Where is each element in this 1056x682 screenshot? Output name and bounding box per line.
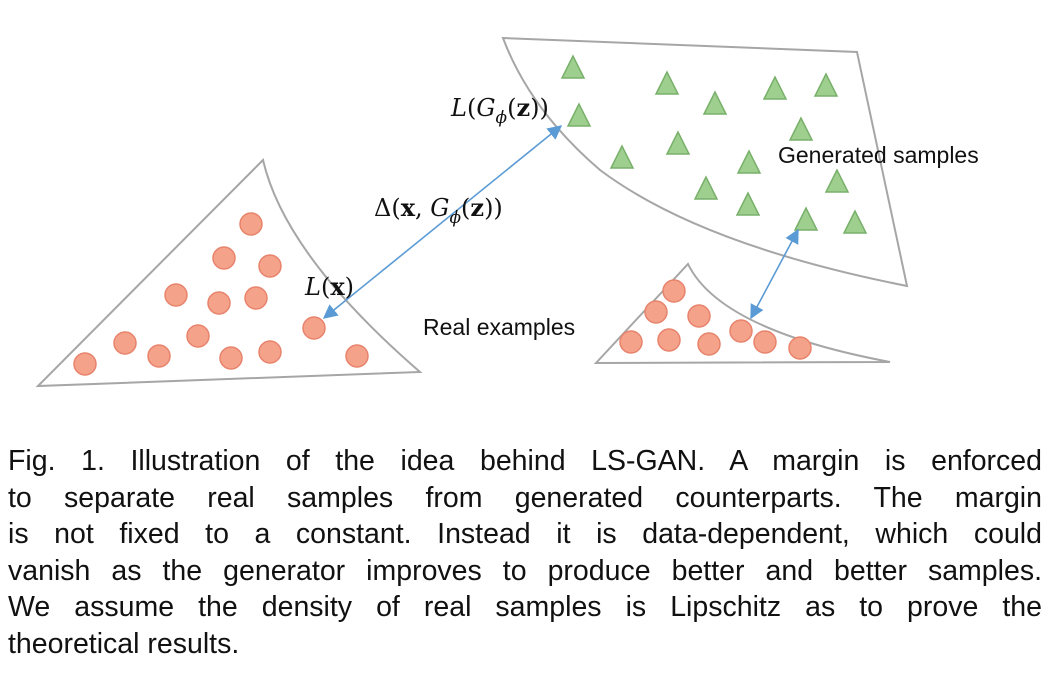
margin-arrow [322,125,563,319]
generated-sample [788,116,814,141]
real-sample [239,212,263,236]
generated-sample [824,168,850,193]
ls-gan-diagram: L(Gϕ(z)) Δ(x, Gϕ(z)) L(x) Generated samp… [35,36,979,388]
real-sample [212,246,236,270]
generated-sample [793,206,819,231]
generated-sample [693,175,719,200]
real-examples-label: Real examples [423,314,575,340]
loss-generated-label: L(Gϕ(z)) [450,93,549,128]
real-samples-right [619,279,812,360]
real-sample [258,254,282,278]
generated-sample [702,90,728,115]
real-sample [662,279,686,303]
real-sample [687,304,711,328]
real-sample [729,319,753,343]
real-sample [345,344,369,368]
generated-sample [842,209,868,234]
generated-sample [566,102,592,127]
generated-sample [735,191,761,216]
caption-line: Fig. 1. Illustration of the idea behind … [8,445,1042,477]
caption-line: is not fixed to a constant. Instead it i… [8,518,1042,551]
real-sample [619,330,643,354]
real-sample [644,300,668,324]
real-sample [697,332,721,356]
generated-samples-label: Generated samples [778,142,979,168]
generated-sample [654,70,680,95]
generated-sample [736,149,762,174]
real-sample [186,324,210,348]
real-sample [147,344,171,368]
generated-sample [560,54,586,79]
caption-line: theoretical results. [8,627,240,660]
real-sample [219,346,243,370]
loss-real-label: L(x) [304,272,354,301]
sample-pair-arrow [750,228,799,320]
caption-line: vanish as the generator improves to prod… [8,554,1042,587]
real-sample [73,352,97,376]
real-samples-left [73,212,369,376]
generated-samples [560,54,868,234]
figure-caption: Fig. 1. Illustration of the idea behind … [8,443,1042,663]
real-sample [753,330,777,354]
generated-sample [609,144,635,169]
generated-sample [665,130,691,155]
generated-sample [762,75,788,100]
caption-line: We assume the density of real samples is… [8,591,1042,624]
real-sample [302,316,326,340]
real-sample [164,283,188,307]
generated-sample [813,72,839,97]
real-sample [657,328,681,352]
real-sample [788,336,812,360]
caption-line: to separate real samples from generated … [8,481,1042,514]
real-sample [113,331,137,355]
real-sample [207,291,231,315]
real-sample [244,286,268,310]
margin-label: Δ(x, Gϕ(z)) [374,193,503,228]
real-sample [258,340,282,364]
